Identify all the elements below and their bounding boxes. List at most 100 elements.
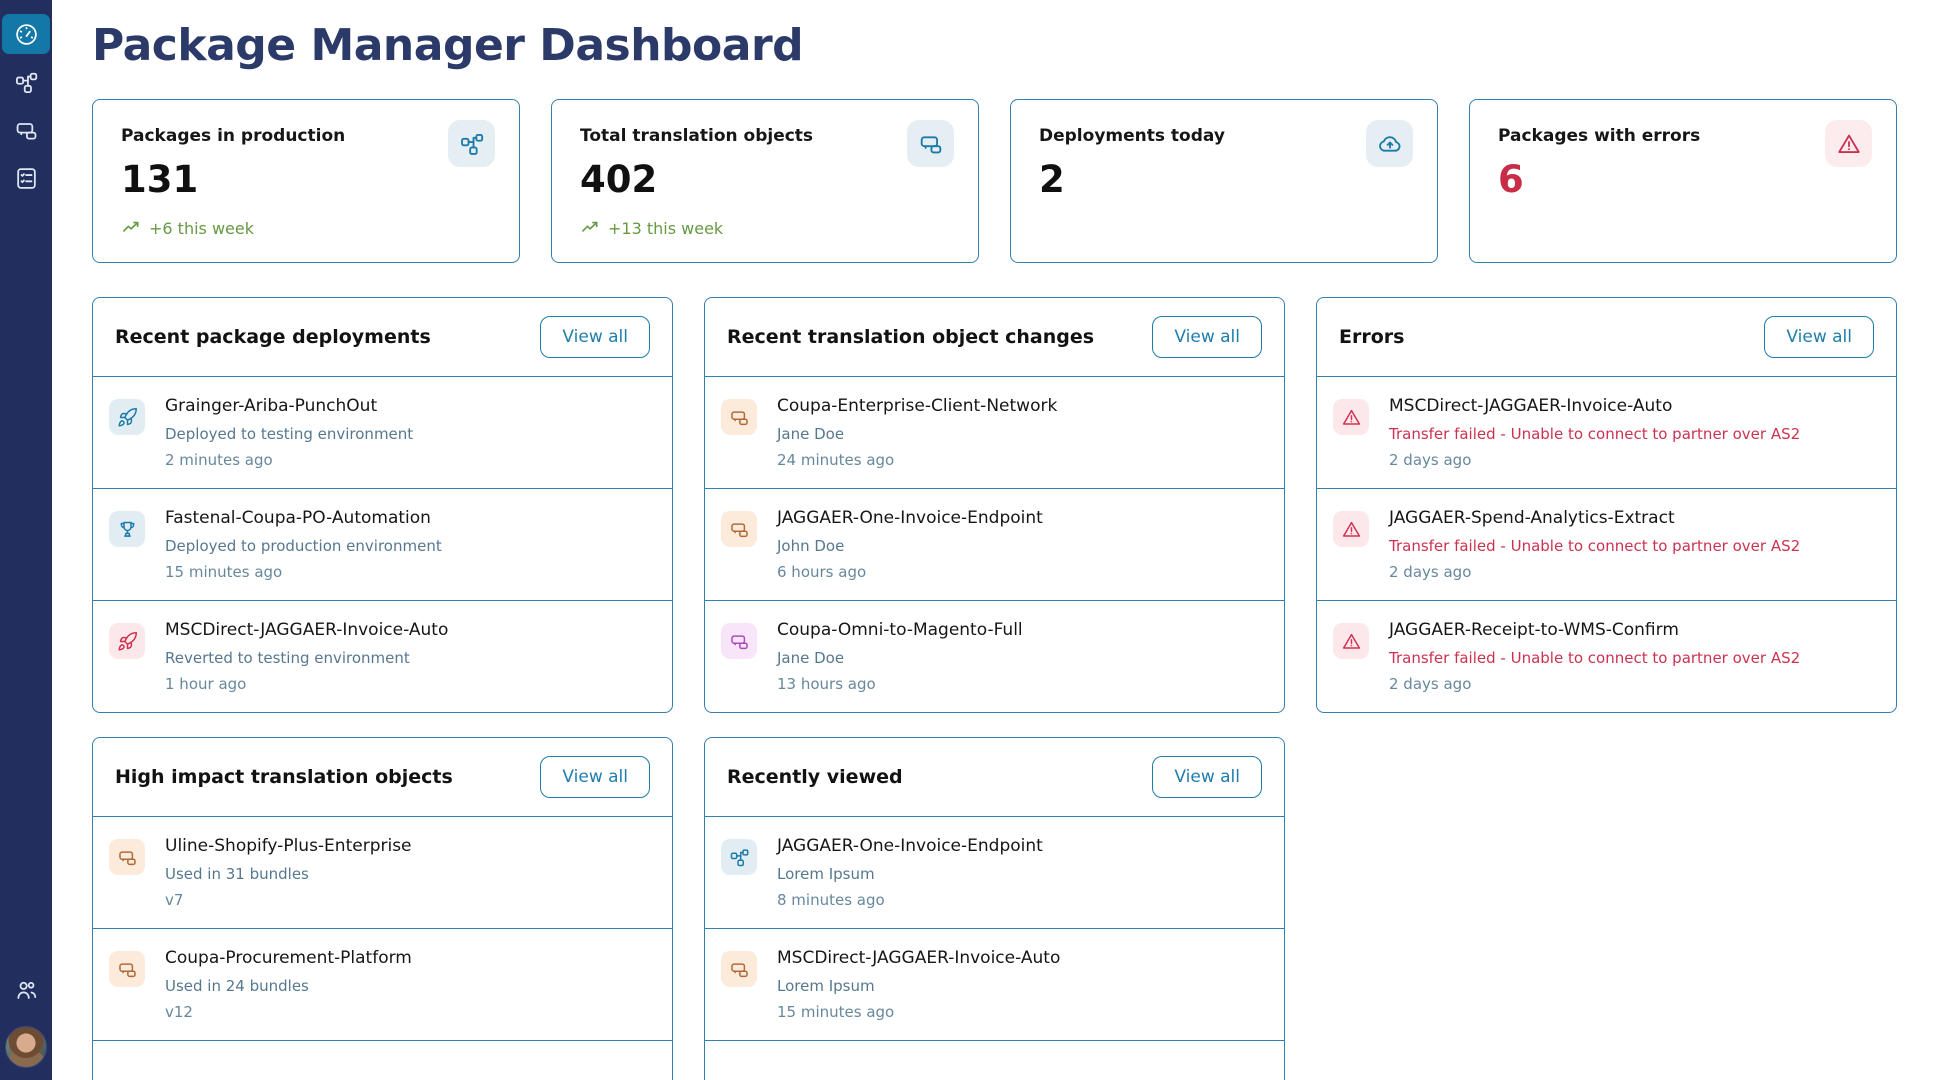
row-icon-tile (109, 399, 145, 435)
list-item[interactable]: MSCDirect-JAGGAER-Invoice-Auto Transfer … (1317, 376, 1896, 488)
stat-icon-tile (907, 120, 954, 167)
layers-icon (729, 631, 750, 652)
row-icon-tile (721, 399, 757, 435)
panel-errors: Errors View all MSCDirect-JAGGAER-Invoic… (1316, 297, 1897, 713)
list-item[interactable]: MSCDirect-JAGGAER-Invoice-Auto Lorem Ips… (705, 928, 1284, 1040)
rocket-icon (117, 407, 138, 428)
alert-icon (1341, 519, 1362, 540)
list-item[interactable]: Coupa-Enterprise-Client-Network Jane Doe… (705, 376, 1284, 488)
list-item[interactable]: Coupa-Omni-to-Magento-Full Jane Doe 13 h… (705, 600, 1284, 712)
stat-label: Deployments today (1039, 126, 1225, 146)
panel-title: Recently viewed (727, 766, 903, 788)
sidebar-item-translation-objects[interactable] (2, 110, 50, 150)
layers-icon (729, 407, 750, 428)
sidebar-item-tasks[interactable] (2, 158, 50, 198)
stat-label: Total translation objects (580, 126, 814, 146)
view-all-button[interactable]: View all (540, 316, 650, 358)
row-icon-tile (1333, 623, 1369, 659)
view-all-button[interactable]: View all (1152, 756, 1262, 798)
row-icon-tile (1333, 511, 1369, 547)
item-timestamp: 13 hours ago (777, 675, 876, 693)
item-subtitle: Deployed to testing environment (165, 425, 414, 443)
item-title: Coupa-Procurement-Platform (165, 948, 412, 968)
stat-card-packages-in-production[interactable]: Packages in production 131 +6 this week (92, 99, 520, 263)
row-text: MSCDirect-JAGGAER-Invoice-Auto Reverted … (165, 620, 448, 693)
stat-value: 6 (1498, 158, 1524, 201)
row-text: JAGGAER-Spend-Analytics-Extract Transfer… (1389, 508, 1800, 581)
row-icon-tile (109, 839, 145, 875)
stat-card-deployments-today[interactable]: Deployments today 2 (1010, 99, 1438, 263)
panel-title: Errors (1339, 326, 1405, 348)
row-text: JAGGAER-Receipt-to-WMS-Confirm Transfer … (1389, 620, 1800, 693)
panel-header: Errors View all (1317, 298, 1896, 376)
view-all-button[interactable]: View all (1152, 316, 1262, 358)
stat-delta: +13 this week (580, 218, 950, 238)
panel-header: Recent translation object changes View a… (705, 298, 1284, 376)
list-item[interactable]: Coupa-Procurement-Platform Used in 24 bu… (93, 928, 672, 1040)
layers-icon (117, 959, 138, 980)
row-icon-tile (109, 511, 145, 547)
item-timestamp: 6 hours ago (777, 563, 867, 581)
cloud-upload-icon (1377, 131, 1403, 157)
user-avatar[interactable] (5, 1026, 47, 1068)
panel-high-impact-translation-objects: High impact translation objects View all… (92, 737, 673, 1080)
checklist-icon (14, 166, 39, 191)
sidebar-bottom (2, 970, 50, 1068)
layers-icon (117, 847, 138, 868)
row-icon-tile (109, 623, 145, 659)
item-timestamp: 15 minutes ago (777, 1003, 895, 1021)
panels-row: Recent package deployments View all Grai… (92, 297, 1897, 713)
item-subtitle: Used in 31 bundles (165, 865, 309, 883)
list-item[interactable]: JAGGAER-Spend-Analytics-Extract Transfer… (1317, 488, 1896, 600)
stat-value: 402 (580, 158, 658, 201)
panels-row-bottom: High impact translation objects View all… (92, 737, 1897, 1080)
stat-icon-tile (448, 120, 495, 167)
users-icon (14, 978, 39, 1003)
stat-label: Packages with errors (1498, 126, 1701, 146)
item-title: Coupa-Omni-to-Magento-Full (777, 620, 1023, 640)
row-text: Coupa-Enterprise-Client-Network Jane Doe… (777, 396, 1057, 469)
alert-icon (1341, 407, 1362, 428)
layers-icon (918, 131, 944, 157)
stat-delta: +6 this week (121, 218, 491, 238)
row-text: MSCDirect-JAGGAER-Invoice-Auto Lorem Ips… (777, 948, 1060, 1021)
row-icon-tile (721, 511, 757, 547)
list-item[interactable]: JAGGAER-Receipt-to-WMS-Confirm Transfer … (1317, 600, 1896, 712)
stat-icon-tile (1825, 120, 1872, 167)
item-subtitle: Reverted to testing environment (165, 649, 410, 667)
sidebar-item-team[interactable] (2, 970, 50, 1010)
sidebar-item-workflows[interactable] (2, 62, 50, 102)
view-all-button[interactable]: View all (540, 756, 650, 798)
item-subtitle: Deployed to production environment (165, 537, 442, 555)
list-item[interactable]: Fastenal-Coupa-PO-Automation Deployed to… (93, 488, 672, 600)
panel-title: Recent package deployments (115, 326, 431, 348)
item-title: MSCDirect-JAGGAER-Invoice-Auto (1389, 396, 1673, 416)
list-item[interactable]: JAGGAER-One-Invoice-Endpoint Lorem Ipsum… (705, 816, 1284, 928)
item-version: v12 (165, 1003, 193, 1021)
item-title: JAGGAER-One-Invoice-Endpoint (777, 836, 1043, 856)
workflow-icon (459, 131, 485, 157)
panel-header: High impact translation objects View all (93, 738, 672, 816)
item-title: Uline-Shopify-Plus-Enterprise (165, 836, 412, 856)
list-item[interactable]: MSCDirect-JAGGAER-Invoice-Auto Reverted … (93, 600, 672, 712)
view-all-button[interactable]: View all (1764, 316, 1874, 358)
list-item[interactable]: JAGGAER-One-Invoice-Endpoint John Doe 6 … (705, 488, 1284, 600)
stat-card-packages-with-errors[interactable]: Packages with errors 6 (1469, 99, 1897, 263)
item-timestamp: 2 days ago (1389, 675, 1472, 693)
item-timestamp: 2 days ago (1389, 563, 1472, 581)
item-title: MSCDirect-JAGGAER-Invoice-Auto (777, 948, 1061, 968)
panel-recent-package-deployments: Recent package deployments View all Grai… (92, 297, 673, 713)
item-subtitle: Lorem Ipsum (777, 865, 875, 883)
list-item[interactable]: Grainger-Ariba-PunchOut Deployed to test… (93, 376, 672, 488)
sidebar-item-dashboard[interactable] (2, 14, 50, 54)
stat-card-total-translation-objects[interactable]: Total translation objects 402 +13 this w… (551, 99, 979, 263)
row-text: Coupa-Omni-to-Magento-Full Jane Doe 13 h… (777, 620, 1023, 693)
item-subtitle: Jane Doe (777, 425, 845, 443)
item-timestamp: 2 days ago (1389, 451, 1472, 469)
list-item[interactable]: Uline-Shopify-Plus-Enterprise Used in 31… (93, 816, 672, 928)
trophy-icon (117, 519, 138, 540)
stat-delta-label: +6 this week (149, 218, 254, 238)
gauge-icon (14, 22, 39, 47)
trend-up-icon (580, 218, 600, 238)
stat-value: 131 (121, 158, 199, 201)
